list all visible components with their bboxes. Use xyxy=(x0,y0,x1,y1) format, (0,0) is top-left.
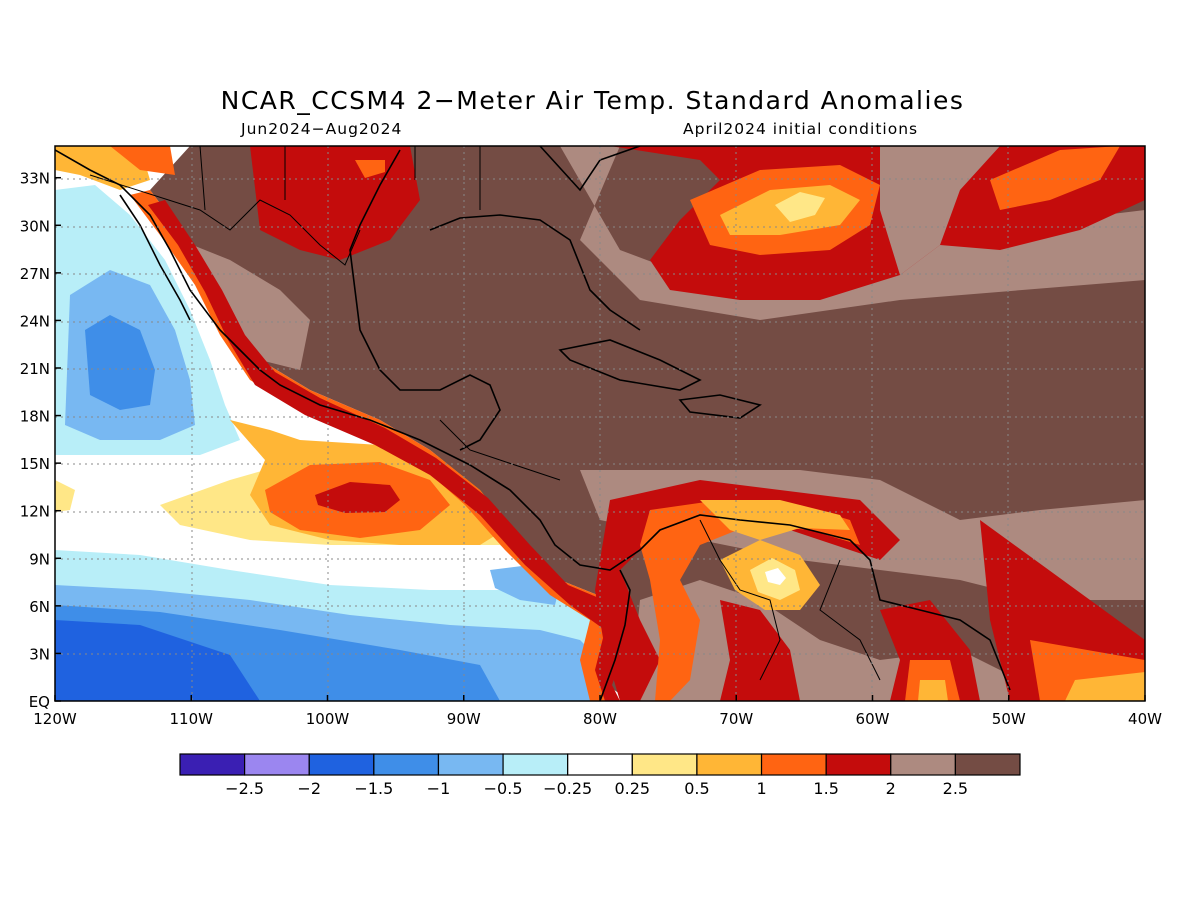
colorbar-swatch xyxy=(696,753,763,776)
colorbar-swatch xyxy=(567,753,633,776)
brown-land-2-west xyxy=(180,240,310,370)
east-atlantic-warm-05 xyxy=(1065,672,1145,701)
sw-us-warm xyxy=(250,146,420,260)
lon-tick-label: 80W xyxy=(583,710,617,728)
cool-anomaly-15 xyxy=(55,620,260,701)
colorbar-label: −1 xyxy=(427,779,451,798)
colorbar-label: 0.5 xyxy=(684,779,709,798)
atlantic-warm-025 xyxy=(775,192,825,222)
colorbar-label: 1.5 xyxy=(813,779,838,798)
lat-tick-label: 24N xyxy=(20,312,50,330)
colorbar-label: −0.25 xyxy=(543,779,592,798)
coastal-warm-2 xyxy=(148,200,628,701)
pacific-west-warm xyxy=(55,480,75,512)
colorbar-swatch xyxy=(631,753,698,776)
warm-anomaly-15 xyxy=(315,482,400,513)
lon-tick-label: 60W xyxy=(856,710,890,728)
initial-conditions-label: April2024 initial conditions xyxy=(683,120,919,138)
colorbar: −2.5 −2 −1.5 −1 −0.5 −0.25 0.25 0.5 1 1.5 2 2.5 xyxy=(179,753,1021,798)
sa-warm-05 xyxy=(700,500,850,540)
colorbar-label: −0.5 xyxy=(484,779,523,798)
atlantic-brown-gap xyxy=(880,146,1000,275)
baja-warm-15 xyxy=(110,146,175,175)
lat-tick-label: 33N xyxy=(20,170,50,188)
lat-tick-label: 9N xyxy=(29,550,50,568)
cool-anomaly-1 xyxy=(85,315,155,410)
lon-tick-label: 100W xyxy=(306,710,350,728)
coastlines xyxy=(55,146,1011,701)
lat-tick-label: EQ xyxy=(29,693,50,711)
colorbar-label: −2.5 xyxy=(225,779,264,798)
colorbar-label: −1.5 xyxy=(354,779,393,798)
guiana-warm xyxy=(880,600,980,701)
colorbar-label: 1 xyxy=(756,779,766,798)
sa-south-warm xyxy=(720,600,800,701)
graticule xyxy=(55,146,1145,701)
lon-tick-label: 120W xyxy=(33,710,77,728)
season-label: Jun2024−Aug2024 xyxy=(241,120,403,138)
country-borders xyxy=(89,146,881,681)
brown-land-2 xyxy=(560,146,1145,320)
colorbar-label: 2.5 xyxy=(943,779,968,798)
sa-warm-15 xyxy=(595,480,900,701)
guiana-warm-05 xyxy=(918,680,948,701)
colorbar-swatch xyxy=(244,753,310,776)
lat-tick-label: 3N xyxy=(29,645,50,663)
sa-warm-core xyxy=(765,568,786,585)
lat-tick-label: 30N xyxy=(20,217,50,235)
map-title: NCAR_CCSM4 2−Meter Air Temp. Standard An… xyxy=(220,86,965,115)
colorbar-label: 2 xyxy=(886,779,896,798)
colorbar-label: −2 xyxy=(297,779,321,798)
lon-tick-label: 90W xyxy=(447,710,481,728)
sa-warm-1 xyxy=(640,500,860,701)
colorbar-swatch xyxy=(437,753,504,776)
longitude-axis: 120W 110W 100W 90W 80W 70W 60W 50W 40W xyxy=(33,695,1162,728)
colorbar-swatch xyxy=(502,753,569,776)
colorbar-label: 0.25 xyxy=(614,779,650,798)
lat-tick-label: 6N xyxy=(29,598,50,616)
lat-tick-label: 12N xyxy=(20,503,50,521)
lon-tick-label: 110W xyxy=(170,710,214,728)
colorbar-swatch xyxy=(890,753,956,776)
colorbar-swatch xyxy=(954,753,1021,776)
anomaly-field xyxy=(55,146,1145,701)
colorbar-swatch xyxy=(825,753,892,776)
lon-tick-label: 70W xyxy=(719,710,753,728)
atlantic-warm-15-east xyxy=(990,146,1120,210)
lat-tick-label: 18N xyxy=(20,408,50,426)
lat-tick-label: 15N xyxy=(20,455,50,473)
colorbar-swatch xyxy=(308,753,375,776)
latitude-axis: EQ 3N 6N 9N 12N 15N 18N 21N 24N 27N 30N 33N xyxy=(20,170,61,711)
lon-tick-label: 50W xyxy=(992,710,1026,728)
lon-tick-label: 40W xyxy=(1128,710,1162,728)
colorbar-swatch xyxy=(373,753,440,776)
lat-tick-label: 27N xyxy=(20,265,50,283)
lat-tick-label: 21N xyxy=(20,360,50,378)
colorbar-swatch xyxy=(760,753,827,776)
colorbar-swatch xyxy=(179,753,246,776)
sw-us-warm-15 xyxy=(355,160,385,178)
